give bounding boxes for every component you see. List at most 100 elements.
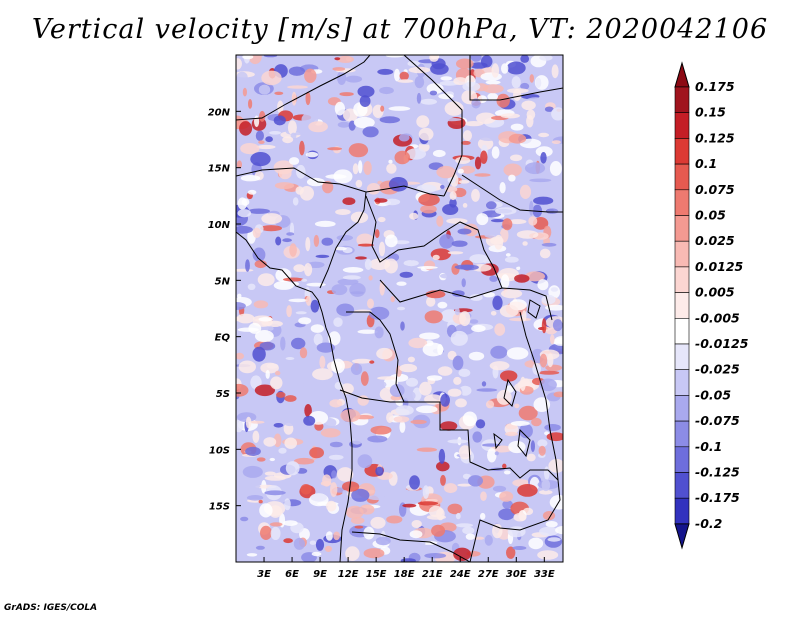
field-blob bbox=[304, 404, 312, 418]
border-south bbox=[351, 531, 471, 562]
colorbar-swatch bbox=[674, 138, 690, 165]
field-blob bbox=[295, 311, 307, 315]
field-blob bbox=[245, 259, 250, 272]
field-blob bbox=[396, 306, 406, 311]
colorbar-swatch bbox=[674, 472, 690, 499]
field-blob bbox=[384, 198, 401, 206]
field-blob bbox=[406, 148, 426, 160]
field-blob bbox=[295, 186, 304, 195]
field-blob bbox=[408, 337, 428, 349]
lat-tick-marks bbox=[236, 110, 241, 507]
field-blob bbox=[367, 298, 374, 309]
border-chad-car bbox=[365, 195, 503, 289]
field-blob bbox=[401, 390, 416, 401]
colorbar-label: -0.125 bbox=[695, 465, 740, 480]
colorbar-label: -0.05 bbox=[695, 387, 731, 402]
field-blob bbox=[490, 345, 508, 359]
field-blob bbox=[330, 482, 338, 498]
field-blob bbox=[501, 289, 523, 299]
colorbar-top-arrow bbox=[674, 61, 690, 88]
field-blob bbox=[248, 208, 270, 214]
field-blob bbox=[504, 256, 519, 263]
field-blob bbox=[367, 435, 388, 443]
field-blob bbox=[516, 230, 539, 239]
field-blob bbox=[513, 512, 527, 522]
field-blob bbox=[335, 246, 347, 251]
colorbar-label: -0.005 bbox=[695, 310, 740, 325]
field-blob bbox=[309, 447, 324, 459]
lat-label: 15N bbox=[208, 164, 231, 175]
field-blob bbox=[299, 388, 319, 396]
field-blob bbox=[469, 254, 489, 264]
field-blob bbox=[263, 437, 277, 447]
field-blob bbox=[242, 87, 247, 97]
field-blob bbox=[236, 302, 246, 310]
field-blob bbox=[342, 481, 360, 492]
field-blob bbox=[313, 333, 323, 346]
field-blob bbox=[440, 474, 446, 486]
field-blob bbox=[541, 242, 557, 247]
field-blob bbox=[485, 400, 495, 409]
field-blob bbox=[355, 179, 363, 188]
field-blob bbox=[273, 115, 286, 126]
field-blob bbox=[252, 430, 260, 443]
field-blob bbox=[242, 55, 254, 60]
field-blob bbox=[310, 299, 320, 313]
border-libya-chad bbox=[403, 55, 463, 197]
field-blob bbox=[375, 536, 391, 546]
field-blob bbox=[489, 361, 510, 371]
field-blob bbox=[420, 204, 437, 214]
field-blob bbox=[490, 236, 504, 245]
field-blob bbox=[482, 84, 504, 94]
field-blob bbox=[250, 152, 271, 167]
field-blob bbox=[462, 473, 471, 480]
field-blob bbox=[459, 311, 471, 327]
field-blob bbox=[470, 55, 482, 62]
field-blob bbox=[551, 64, 559, 79]
field-blob bbox=[541, 294, 556, 305]
field-blob bbox=[429, 55, 439, 62]
field-blob bbox=[357, 85, 375, 98]
field-blob bbox=[418, 193, 440, 206]
field-blob bbox=[254, 260, 267, 269]
field-blob bbox=[397, 79, 414, 83]
field-blob bbox=[267, 326, 274, 331]
field-blob bbox=[254, 384, 275, 397]
field-blob bbox=[469, 394, 485, 399]
field-blob bbox=[439, 234, 454, 249]
field-blob bbox=[363, 548, 385, 559]
field-blob bbox=[462, 526, 475, 535]
field-blob bbox=[370, 516, 386, 529]
colorbar-swatch bbox=[674, 420, 690, 448]
colorbar-label: 0.1 bbox=[695, 156, 717, 171]
field-blob bbox=[247, 189, 257, 195]
field-blob bbox=[342, 267, 364, 273]
field-blob bbox=[236, 58, 242, 70]
field-blob bbox=[453, 547, 471, 561]
field-blob bbox=[260, 362, 279, 374]
field-blob bbox=[481, 381, 487, 387]
field-blob bbox=[363, 161, 372, 175]
field-blob bbox=[508, 174, 516, 182]
border-angola bbox=[339, 389, 404, 403]
lat-label: 15S bbox=[209, 502, 230, 513]
field-blob bbox=[424, 553, 447, 559]
field-blob bbox=[236, 419, 244, 433]
field-blob bbox=[306, 177, 325, 187]
field-blob bbox=[236, 225, 253, 234]
field-blob bbox=[327, 147, 342, 151]
field-blob bbox=[313, 234, 320, 247]
field-blob bbox=[281, 412, 298, 427]
field-blob bbox=[509, 317, 532, 322]
field-blob bbox=[359, 95, 371, 107]
field-blob bbox=[509, 154, 523, 162]
field-blob bbox=[236, 383, 249, 397]
field-blob bbox=[441, 117, 462, 122]
lat-label: 5N bbox=[215, 276, 231, 287]
field-blob bbox=[386, 163, 397, 174]
field-blob bbox=[275, 370, 281, 376]
field-blob bbox=[416, 115, 430, 128]
field-blob bbox=[471, 98, 481, 109]
field-blob bbox=[550, 334, 555, 345]
field-blob bbox=[455, 156, 471, 164]
